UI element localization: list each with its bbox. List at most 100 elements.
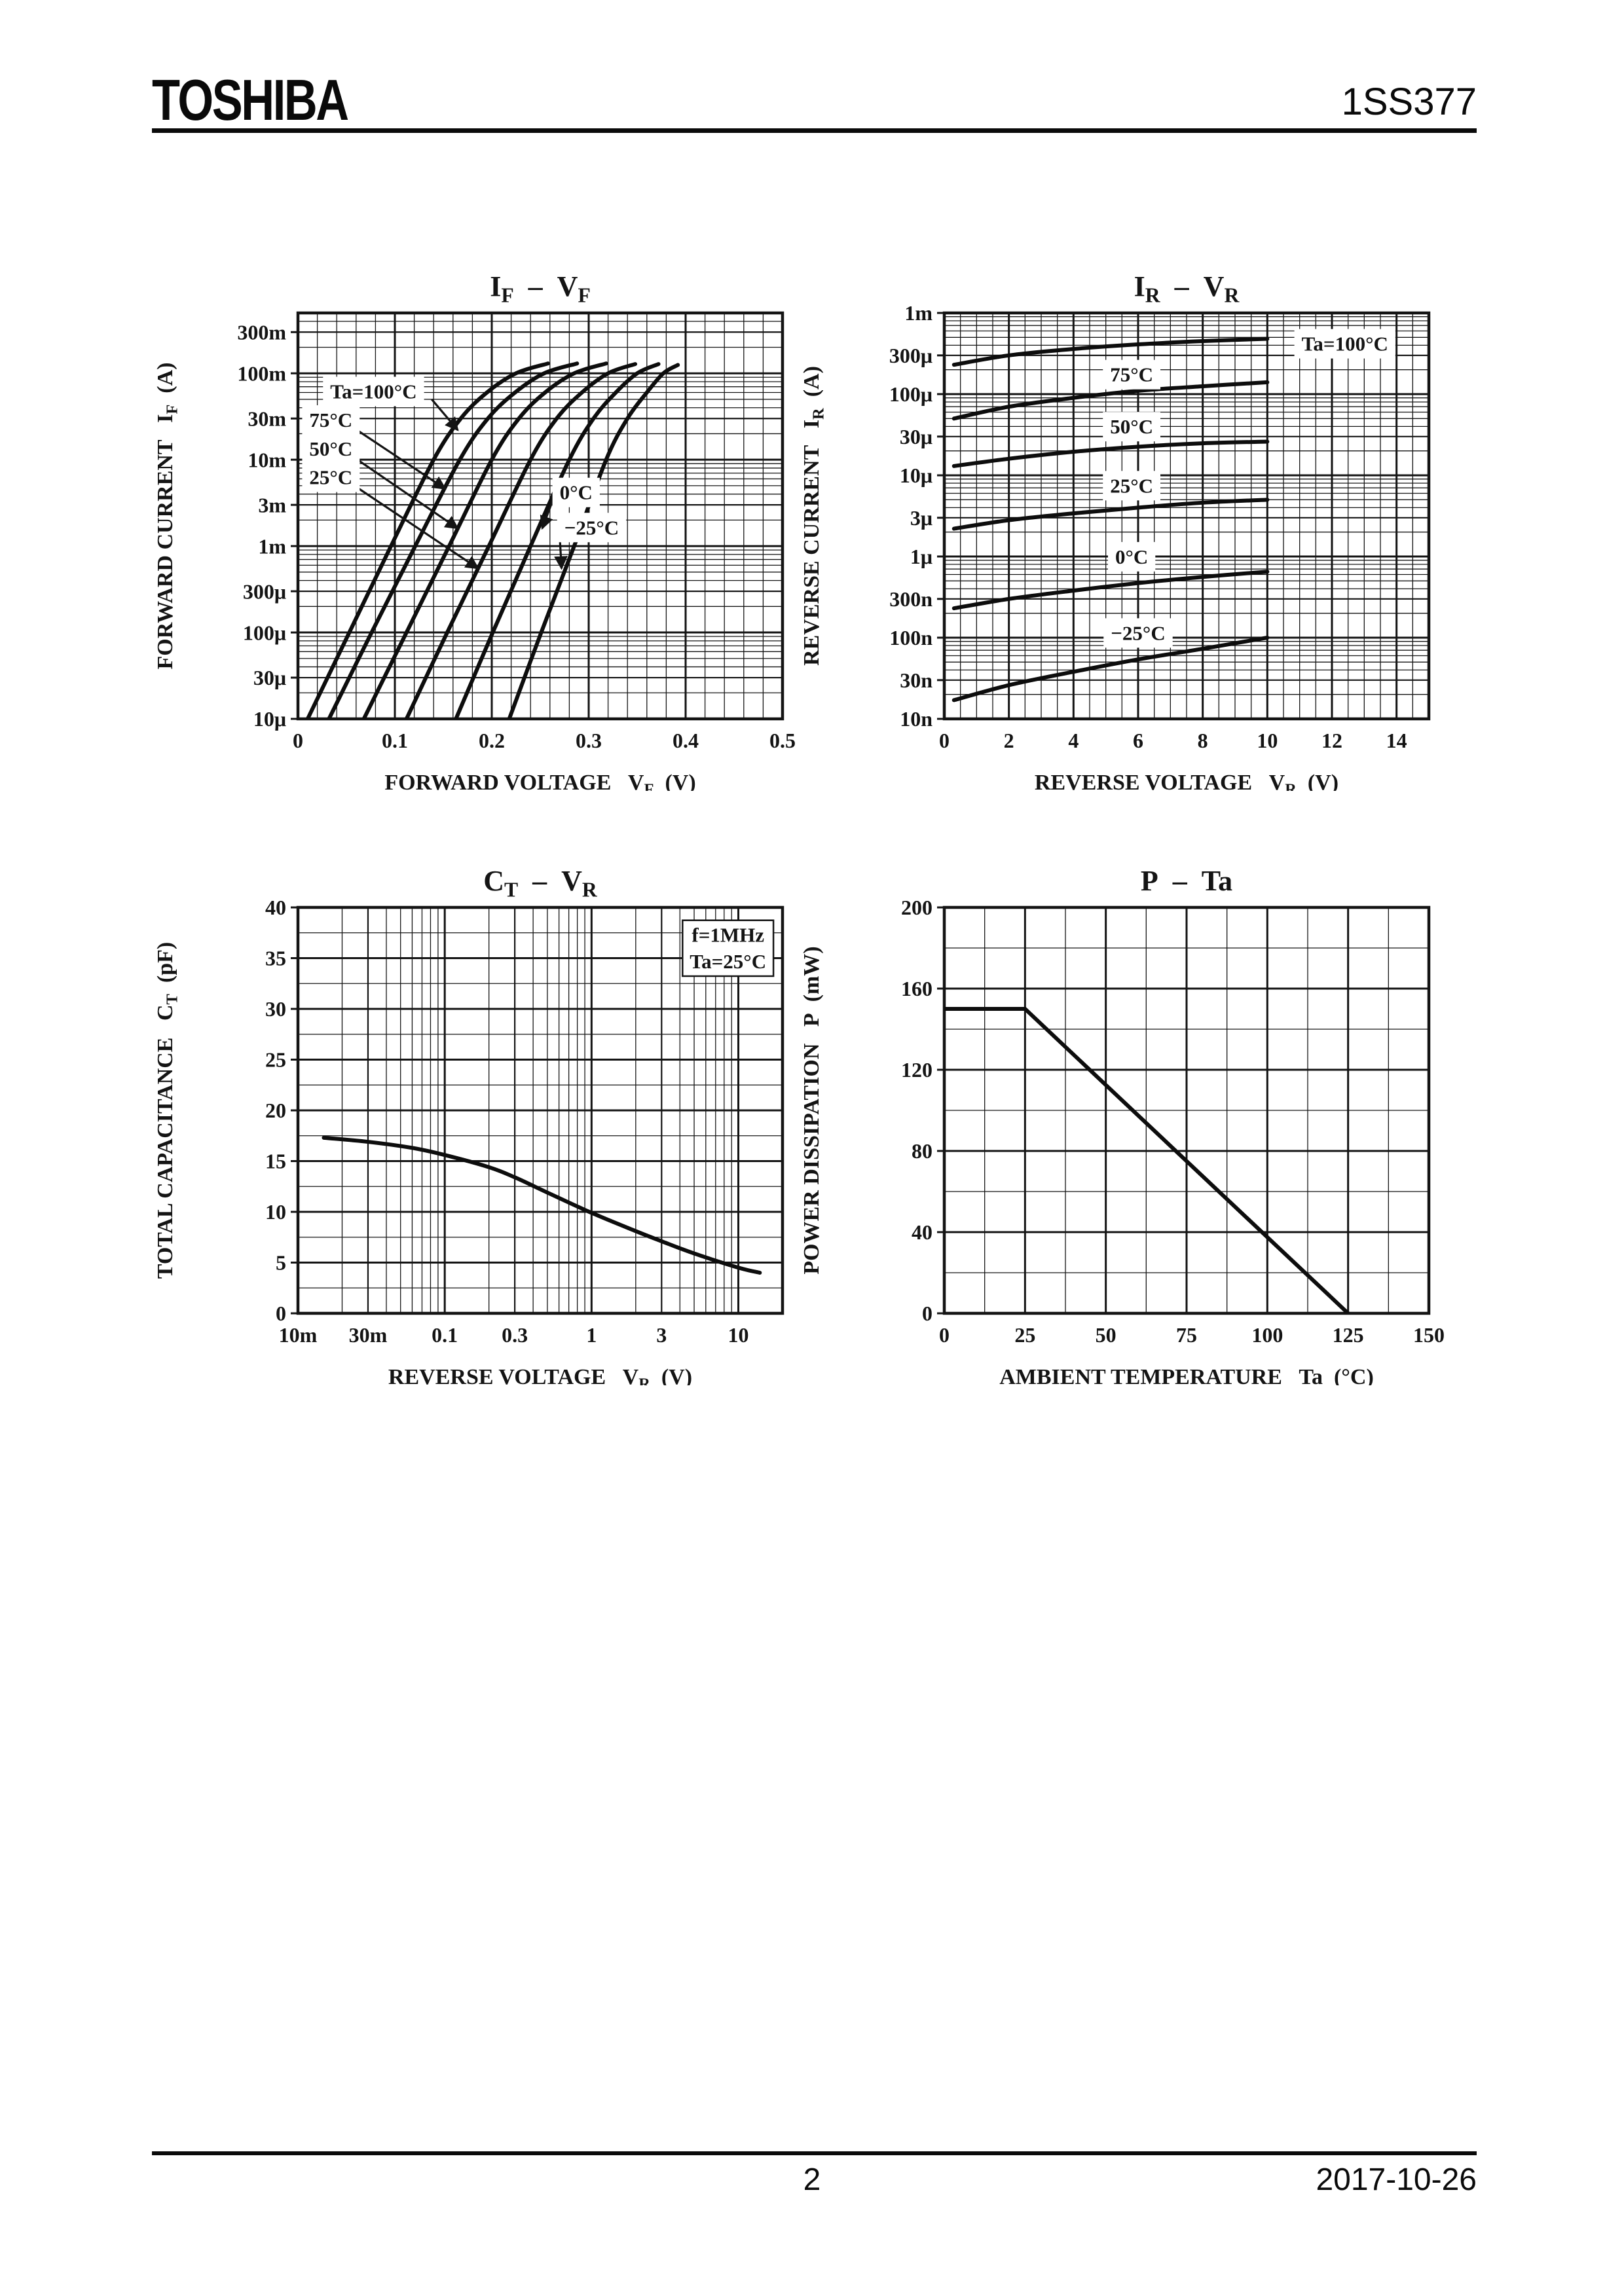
svg-text:8: 8	[1198, 729, 1208, 752]
chart-forward-current-vs-forward-voltage: Ta=100°C 75°C 50°C 25°C 0°C −25°C 10μ 30μ 100μ 30…	[134, 267, 815, 798]
series-50°C	[951, 439, 1270, 468]
svg-text:30m: 30m	[349, 1323, 388, 1347]
svg-text:0: 0	[939, 729, 950, 752]
annotation-box	[1107, 541, 1156, 572]
svg-text:0.5: 0.5	[769, 729, 796, 752]
ct-vr-title: CT – VR	[483, 865, 598, 902]
annotation-arrow	[540, 500, 554, 530]
annotation-box	[302, 405, 360, 435]
annotation-label: Ta=100°C	[1302, 333, 1388, 355]
annotation-arrow	[431, 398, 459, 431]
annotation-label: 50°C	[309, 437, 352, 460]
svg-text:6: 6	[1133, 729, 1143, 752]
p-ta-title: P – Ta	[1141, 865, 1232, 897]
svg-text:30m: 30m	[248, 407, 286, 430]
if-vf-plot-border	[296, 311, 784, 721]
svg-text:10n: 10n	[900, 707, 932, 731]
if-vf-figure: Ta=100°C 75°C 50°C 25°C 0°C −25°C 10μ 30μ 100μ 30…	[153, 270, 796, 798]
svg-text:300μ: 300μ	[889, 344, 932, 367]
chart-total-capacitance-vs-reverse-voltage: f=1MHz Ta=25°C 0 5 10 15 20 25 30 35 40 10m 30m 0.1 0.…	[134, 862, 815, 1393]
svg-text:40: 40	[912, 1220, 932, 1244]
if-vf-title: IF – VF	[490, 270, 591, 307]
svg-text:1m: 1m	[258, 534, 286, 558]
svg-text:30μ: 30μ	[253, 666, 286, 689]
annotation-arrow	[351, 483, 480, 570]
annotation-box	[552, 477, 600, 507]
annotation-label: 75°C	[1110, 363, 1153, 386]
annotation-label: 0°C	[560, 481, 593, 504]
svg-text:1m: 1m	[904, 301, 932, 325]
svg-text:10: 10	[1257, 729, 1278, 752]
svg-text:160: 160	[901, 977, 932, 1000]
part-number: 1SS377	[1341, 81, 1477, 123]
svg-text:0.3: 0.3	[502, 1323, 528, 1347]
svg-text:100μ: 100μ	[889, 382, 932, 406]
svg-text:40: 40	[265, 896, 286, 919]
series-0°C	[951, 570, 1270, 611]
series-0°C	[454, 362, 661, 719]
svg-text:125: 125	[1333, 1323, 1364, 1347]
if-vf-series	[305, 361, 680, 719]
svg-text:200: 200	[901, 896, 932, 919]
series-Ta=100°C	[951, 337, 1270, 367]
svg-text:0: 0	[293, 729, 303, 752]
p-ta-grid	[943, 906, 1430, 1315]
svg-text:12: 12	[1321, 729, 1342, 752]
footer-date: 2017-10-26	[1316, 2162, 1477, 2197]
ct-vr-annotations: f=1MHz Ta=25°C	[682, 919, 775, 977]
ir-vr-axis-labels: 1m 300μ 100μ 30μ 10μ 3μ 1μ 300n 100n 30n 10n 0 2 4 6 8 1…	[889, 301, 1407, 752]
svg-text:15: 15	[265, 1150, 286, 1173]
svg-text:0.3: 0.3	[576, 729, 602, 752]
annotation-box	[1103, 412, 1161, 442]
annotation-label: 75°C	[309, 409, 352, 431]
svg-text:30: 30	[265, 997, 286, 1021]
series-Ta=100°C	[305, 361, 550, 719]
annotation-box	[1103, 359, 1161, 390]
if-vf-annotations: Ta=100°C 75°C 50°C 25°C 0°C −25°C	[302, 376, 627, 570]
ir-vr-series	[951, 337, 1270, 702]
svg-text:75: 75	[1176, 1323, 1197, 1347]
annotation-label: 25°C	[309, 465, 352, 488]
series-−25°C	[951, 636, 1270, 702]
series-−25°C	[507, 363, 680, 719]
svg-text:5: 5	[276, 1251, 286, 1275]
series-50°C	[361, 361, 608, 719]
svg-text:10m: 10m	[248, 448, 286, 471]
svg-text:300n: 300n	[889, 587, 932, 611]
ct-vr-x-axis-title: REVERSE VOLTAGE VR (V)	[388, 1365, 692, 1385]
annotation-label: 25°C	[1110, 474, 1153, 497]
p-ta-axis-labels: 0 40 80 120 160 200 0 25 50 75 100 125 150	[901, 896, 1445, 1347]
series-P	[944, 1007, 1350, 1313]
ir-vr-x-axis-title: REVERSE VOLTAGE VR (V)	[1035, 771, 1338, 791]
svg-text:10m: 10m	[279, 1323, 318, 1347]
svg-text:100m: 100m	[237, 361, 286, 385]
ct-vr-series	[322, 1135, 762, 1275]
annotation-box	[1294, 329, 1395, 359]
svg-text:0.4: 0.4	[673, 729, 699, 752]
page-number: 2	[803, 2162, 821, 2197]
ir-vr-figure: Ta=100°C 75°C 50°C 25°C 0°C −25°C 1m 300μ 100μ 30…	[800, 270, 1431, 798]
svg-text:1: 1	[586, 1323, 597, 1347]
svg-text:0: 0	[922, 1302, 932, 1325]
annotation-box	[302, 462, 360, 492]
ct-vr-y-axis-title: TOTAL CAPACITANCE CT (pF)	[153, 942, 181, 1279]
series-25°C	[951, 498, 1270, 531]
annotation-box	[302, 433, 360, 464]
svg-text:25: 25	[1014, 1323, 1035, 1347]
if-vf-x-axis-title: FORWARD VOLTAGE VF (V)	[384, 771, 695, 791]
ct-vr-axis-labels: 0 5 10 15 20 25 30 35 40 10m 30m 0.1 0.3 1 3 10	[265, 896, 749, 1347]
svg-text:4: 4	[1068, 729, 1079, 752]
p-ta-series	[944, 1007, 1350, 1313]
annotation-arrow	[351, 455, 459, 530]
ir-vr-annotations: Ta=100°C 75°C 50°C 25°C 0°C −25°C	[1103, 329, 1395, 648]
annotation-arrow	[351, 426, 447, 490]
series-75°C	[327, 361, 580, 719]
svg-text:300μ: 300μ	[243, 579, 286, 603]
svg-text:0.1: 0.1	[432, 1323, 458, 1347]
series-25°C	[404, 362, 638, 719]
svg-text:10: 10	[265, 1200, 286, 1224]
chart-reverse-current-vs-reverse-voltage: Ta=100°C 75°C 50°C 25°C 0°C −25°C 1m 300μ 100μ 30…	[781, 267, 1462, 798]
if-vf-y-axis-title: FORWARD CURRENT IF (A)	[153, 363, 181, 670]
annotation-box	[1103, 618, 1173, 648]
